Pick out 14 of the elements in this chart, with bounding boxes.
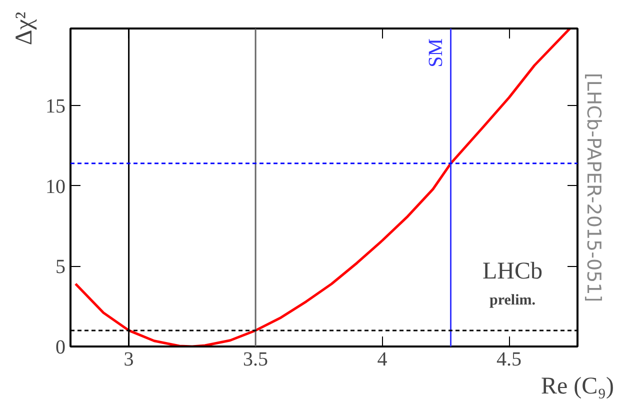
y-tick-label: 5 (56, 256, 66, 278)
x-tick-label: 4 (377, 348, 388, 370)
annotation: prelim. (490, 292, 536, 308)
annotation: LHCb (482, 258, 542, 284)
y-tick-label: 15 (46, 96, 66, 118)
x-axis-title: Re (C₉) (540, 374, 614, 400)
y-axis-title: Δχ² (12, 12, 38, 46)
x-tick-label: 4.5 (496, 348, 522, 370)
ref-line-label: SM (424, 38, 447, 68)
x-tick-label: 3 (124, 348, 134, 370)
y-tick-label: 10 (46, 176, 66, 198)
y-tick-label: 0 (56, 336, 66, 358)
text: [LHCb-PAPER-2015-051] (582, 72, 604, 302)
x-tick-label: 3.5 (243, 348, 268, 370)
